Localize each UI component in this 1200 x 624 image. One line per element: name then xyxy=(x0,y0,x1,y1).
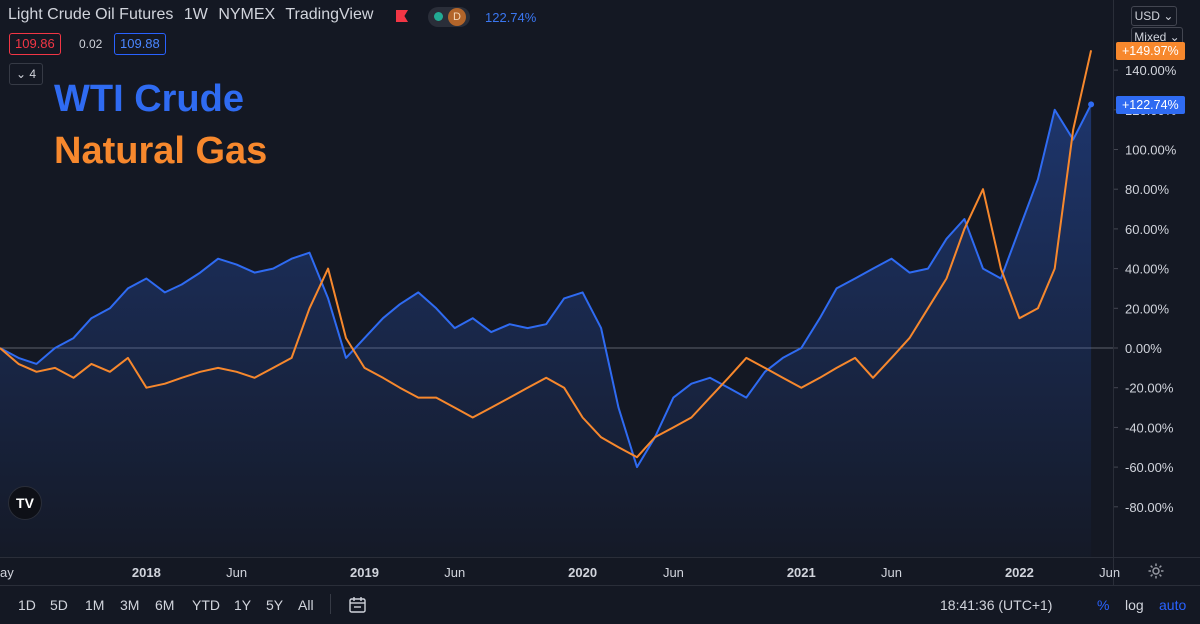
wti-series-line[interactable] xyxy=(0,103,1092,469)
y-tick-label: -60.00% xyxy=(1125,460,1174,475)
x-tick-label: 2018 xyxy=(132,565,161,580)
time-axis-divider xyxy=(0,557,1200,558)
wti-last-value-badge: +122.74% xyxy=(1116,96,1185,114)
x-tick-label: ay xyxy=(0,565,14,580)
x-tick-label: 2019 xyxy=(350,565,379,580)
y-tick-label: -80.00% xyxy=(1125,500,1174,515)
x-tick-label: Jun xyxy=(1099,565,1120,580)
x-tick-label: Jun xyxy=(444,565,465,580)
price-axis-divider xyxy=(1113,0,1114,585)
y-tick-label: 40.00% xyxy=(1125,262,1170,277)
gear-icon[interactable] xyxy=(1148,563,1164,579)
x-tick-label: 2020 xyxy=(568,565,597,580)
range-3m[interactable]: 3M xyxy=(120,597,140,613)
delayed-data-icon[interactable]: D xyxy=(448,8,466,26)
chevron-down-icon: ⌄ xyxy=(1163,9,1174,23)
x-tick-label: Jun xyxy=(226,565,247,580)
sell-price-button[interactable]: 109.86 xyxy=(9,33,61,55)
range-1y[interactable]: 1Y xyxy=(234,597,252,613)
chevron-down-icon: ⌄ xyxy=(1169,30,1180,44)
calendar-range-icon[interactable] xyxy=(348,596,368,614)
auto-scale-toggle[interactable]: auto xyxy=(1159,597,1187,613)
legend-gas: Natural Gas xyxy=(54,130,268,172)
gas-last-value-badge: +149.97% xyxy=(1116,42,1185,60)
tradingview-logo-icon[interactable]: TV xyxy=(8,486,42,520)
y-tick-label: 80.00% xyxy=(1125,182,1170,197)
toolbar-separator xyxy=(330,594,331,614)
symbol-header[interactable]: Light Crude Oil Futures 1W NYMEX Trading… xyxy=(8,6,379,24)
indicators-toggle-button[interactable]: ⌄ 4 xyxy=(9,63,43,85)
indicators-count: 4 xyxy=(29,67,37,81)
x-tick-label: 2021 xyxy=(787,565,816,580)
buy-price-button[interactable]: 109.88 xyxy=(114,33,166,55)
exchange-label: NYMEX xyxy=(218,6,276,23)
x-tick-label: Jun xyxy=(663,565,684,580)
series-layer xyxy=(0,50,1095,558)
price-spread: 0.02 xyxy=(79,37,103,51)
chevron-down-icon: ⌄ xyxy=(15,67,27,81)
interval-label[interactable]: 1W xyxy=(183,6,208,23)
y-tick-label: 140.00% xyxy=(1125,63,1177,78)
header-change-pct: 122.74% xyxy=(485,10,537,25)
y-tick-label: 60.00% xyxy=(1125,222,1170,237)
percent-scale-toggle[interactable]: % xyxy=(1097,597,1110,613)
y-tick-label: 0.00% xyxy=(1125,341,1162,356)
legend-wti: WTI Crude xyxy=(54,78,244,120)
range-1d[interactable]: 1D xyxy=(18,597,36,613)
range-5d[interactable]: 5D xyxy=(50,597,68,613)
range-5y[interactable]: 5Y xyxy=(266,597,284,613)
log-scale-toggle[interactable]: log xyxy=(1125,597,1144,613)
range-1m[interactable]: 1M xyxy=(85,597,105,613)
clock-timezone[interactable]: 18:41:36 (UTC+1) xyxy=(940,597,1053,613)
gas-series-line[interactable] xyxy=(0,50,1093,459)
wti-last-point xyxy=(1088,101,1095,108)
x-tick-label: Jun xyxy=(881,565,902,580)
y-tick-label: 20.00% xyxy=(1125,301,1170,316)
y-tick-label: 100.00% xyxy=(1125,143,1177,158)
wti-area-fill xyxy=(0,104,1092,558)
symbol-name[interactable]: Light Crude Oil Futures xyxy=(8,6,174,23)
range-all[interactable]: All xyxy=(298,597,314,613)
toolbar-divider xyxy=(0,585,1200,586)
x-axis-ticks: ay 2018 Jun 2019 Jun 2020 Jun 2021 Jun 2022 Jun xyxy=(0,565,1120,580)
y-tick-label: -40.00% xyxy=(1125,420,1174,435)
currency-select[interactable]: USD ⌄ xyxy=(1131,6,1177,26)
x-tick-label: 2022 xyxy=(1005,565,1034,580)
source-label: TradingView xyxy=(285,6,374,23)
flag-icon[interactable] xyxy=(396,10,408,22)
y-axis-ticks: 140.00%120.00%100.00%80.00%60.00%40.00%2… xyxy=(1113,63,1177,515)
market-open-icon xyxy=(434,12,443,21)
y-tick-label: -20.00% xyxy=(1125,381,1174,396)
range-6m[interactable]: 6M xyxy=(155,597,175,613)
range-ytd[interactable]: YTD xyxy=(192,597,220,613)
